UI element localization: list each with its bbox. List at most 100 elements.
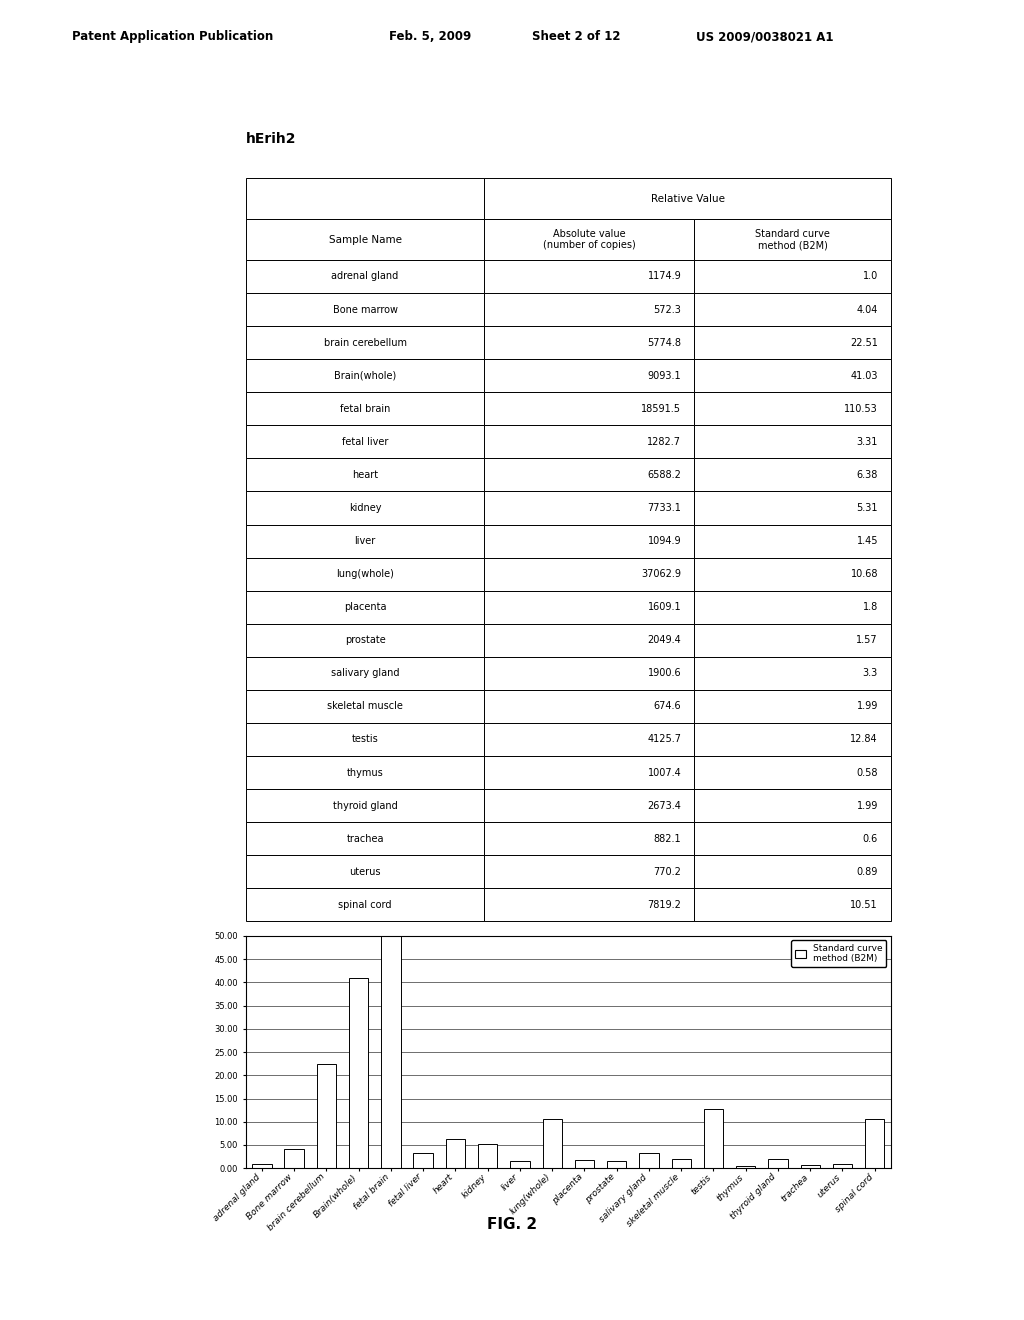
Bar (694, 293, 891, 326)
Bar (703, 1109, 723, 1168)
Text: uterus: uterus (349, 867, 381, 876)
Bar (694, 789, 891, 822)
Bar (246, 590, 484, 624)
Bar (246, 756, 484, 789)
Text: 37062.9: 37062.9 (641, 569, 681, 579)
Text: 1007.4: 1007.4 (647, 767, 681, 777)
Bar (543, 1118, 562, 1168)
Bar (484, 359, 694, 392)
Text: 1.45: 1.45 (856, 536, 878, 546)
Bar (484, 855, 694, 888)
Bar (694, 524, 891, 557)
Bar (484, 624, 694, 657)
Bar (736, 1166, 756, 1168)
Text: 12.84: 12.84 (850, 734, 878, 744)
Bar (694, 888, 891, 921)
Bar (252, 1163, 271, 1168)
Bar (694, 326, 891, 359)
Text: 1174.9: 1174.9 (647, 272, 681, 281)
Bar (246, 524, 484, 557)
Text: 5.31: 5.31 (856, 503, 878, 513)
Text: salivary gland: salivary gland (331, 668, 399, 678)
Legend: Standard curve
method (B2M): Standard curve method (B2M) (792, 940, 887, 968)
Text: 1094.9: 1094.9 (647, 536, 681, 546)
Text: 572.3: 572.3 (653, 305, 681, 314)
Text: 6.38: 6.38 (857, 470, 878, 480)
Bar (484, 392, 694, 425)
Text: lung(whole): lung(whole) (336, 569, 394, 579)
Bar (694, 822, 891, 855)
Bar (484, 178, 891, 219)
Bar (694, 855, 891, 888)
Bar (672, 1159, 691, 1168)
Text: 3.3: 3.3 (863, 668, 878, 678)
Text: 1.57: 1.57 (856, 635, 878, 645)
Bar (694, 458, 891, 491)
Bar (246, 326, 484, 359)
Text: testis: testis (351, 734, 379, 744)
Text: 41.03: 41.03 (851, 371, 878, 380)
Bar (694, 491, 891, 524)
Bar (246, 624, 484, 657)
Text: 9093.1: 9093.1 (647, 371, 681, 380)
Text: US 2009/0038021 A1: US 2009/0038021 A1 (696, 30, 834, 44)
Bar (484, 822, 694, 855)
Bar (694, 590, 891, 624)
Bar (639, 1152, 658, 1168)
Text: 1.99: 1.99 (857, 801, 878, 810)
Text: 18591.5: 18591.5 (641, 404, 681, 413)
Bar (285, 1150, 304, 1168)
Text: 1.8: 1.8 (863, 602, 878, 612)
Text: 0.6: 0.6 (863, 834, 878, 843)
Bar (381, 936, 400, 1168)
Text: 1282.7: 1282.7 (647, 437, 681, 447)
Bar (484, 326, 694, 359)
Text: 110.53: 110.53 (844, 404, 878, 413)
Bar (694, 657, 891, 690)
Text: kidney: kidney (349, 503, 381, 513)
Bar (607, 1160, 627, 1168)
Bar (484, 425, 694, 458)
Bar (246, 557, 484, 590)
Text: 22.51: 22.51 (850, 338, 878, 347)
Bar (484, 888, 694, 921)
Text: Standard curve
method (B2M): Standard curve method (B2M) (755, 228, 829, 251)
Text: 2049.4: 2049.4 (647, 635, 681, 645)
Text: FIG. 2: FIG. 2 (487, 1217, 537, 1233)
Bar (414, 1152, 433, 1168)
Bar (478, 1143, 498, 1168)
Bar (484, 524, 694, 557)
Text: 4125.7: 4125.7 (647, 734, 681, 744)
Bar (694, 690, 891, 723)
Bar (484, 590, 694, 624)
Text: heart: heart (352, 470, 378, 480)
Bar (574, 1160, 594, 1168)
Text: thymus: thymus (347, 767, 383, 777)
Bar (484, 557, 694, 590)
Bar (694, 260, 891, 293)
Bar (484, 219, 694, 260)
Text: Sample Name: Sample Name (329, 235, 401, 244)
Text: 7819.2: 7819.2 (647, 900, 681, 909)
Bar (246, 458, 484, 491)
Bar (246, 690, 484, 723)
Text: hErih2: hErih2 (246, 132, 296, 145)
Text: prostate: prostate (345, 635, 385, 645)
Text: brain cerebellum: brain cerebellum (324, 338, 407, 347)
Text: adrenal gland: adrenal gland (332, 272, 398, 281)
Text: Brain(whole): Brain(whole) (334, 371, 396, 380)
Text: 10.51: 10.51 (850, 900, 878, 909)
Text: fetal liver: fetal liver (342, 437, 388, 447)
Bar (694, 624, 891, 657)
Bar (484, 260, 694, 293)
Text: spinal cord: spinal cord (338, 900, 392, 909)
Bar (484, 690, 694, 723)
Bar (246, 491, 484, 524)
Text: fetal brain: fetal brain (340, 404, 390, 413)
Text: 6588.2: 6588.2 (647, 470, 681, 480)
Bar (484, 458, 694, 491)
Bar (484, 723, 694, 756)
Bar (349, 978, 369, 1168)
Bar (246, 888, 484, 921)
Bar (833, 1164, 852, 1168)
